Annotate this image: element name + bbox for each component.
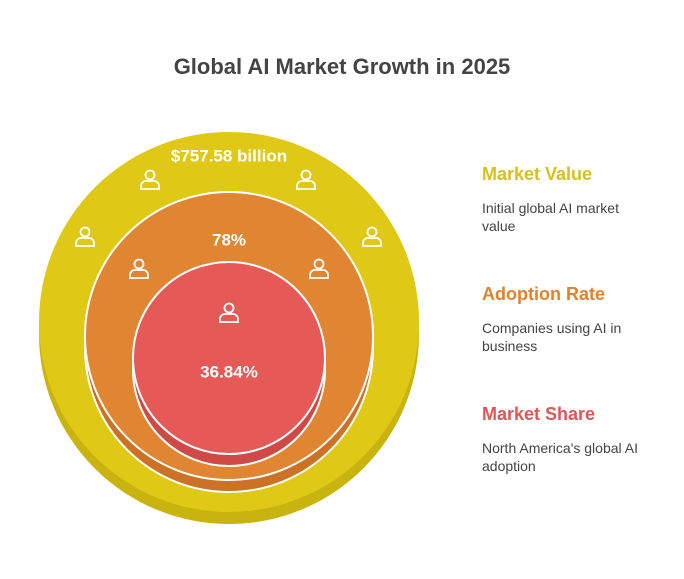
person-icon-body — [362, 237, 382, 247]
ring-label: 78% — [212, 230, 246, 249]
legend-title: Market Value — [482, 164, 593, 184]
title: Global AI Market Growth in 2025 — [173, 54, 511, 79]
person-icon-head — [133, 258, 145, 270]
person-icon-body — [140, 180, 160, 190]
person-icon-head — [313, 258, 325, 270]
circles — [39, 132, 419, 524]
person-icon-body — [296, 180, 316, 190]
ring-label: $757.58 billion — [171, 146, 287, 165]
person-icon-head — [144, 169, 156, 181]
person-icon-head — [300, 169, 312, 181]
person-icon-head — [223, 302, 235, 314]
legend-title: Adoption Rate — [482, 284, 605, 304]
legend-description: Initial global AI market value — [482, 200, 619, 234]
labels: $757.58 billion 78% 36.84% — [171, 146, 287, 381]
icons — [75, 169, 382, 323]
person-icon-head — [79, 226, 91, 238]
legend-title: Market Share — [482, 404, 596, 424]
person-icon-body — [129, 269, 149, 279]
person-icon-head — [366, 226, 378, 238]
person-icon-body — [75, 237, 95, 247]
ring — [132, 261, 326, 455]
ring-label: 36.84% — [200, 362, 258, 381]
person-icon-body — [309, 269, 329, 279]
legend-description: Companies using AI in business — [482, 320, 622, 354]
person-icon-body — [219, 313, 239, 323]
legend-description: North America's global AI adoption — [482, 440, 638, 474]
